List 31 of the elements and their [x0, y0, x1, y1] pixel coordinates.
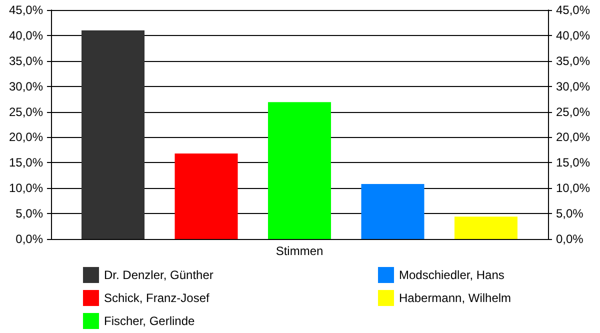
- text: 15,0%: [556, 156, 590, 170]
- y-tick-label: 40,0%: [8, 28, 44, 42]
- text: 35,0%: [556, 54, 590, 68]
- text: 10,0%: [556, 181, 590, 196]
- legend-label: Schick, Franz-Josef: [104, 291, 210, 305]
- text: 0,0%: [556, 232, 584, 246]
- bar: [361, 184, 424, 239]
- legend-label: Fischer, Gerlinde: [104, 314, 196, 328]
- y-tick-label: 45,0%: [8, 3, 44, 17]
- y-tick-label: 25,0%: [8, 104, 44, 119]
- legend-label: Habermann, Wilhelm: [399, 291, 512, 305]
- y-tick-label: 5,0%: [16, 206, 44, 221]
- legend-label: Dr. Denzler, Günther: [104, 268, 214, 282]
- text: 30,0%: [556, 79, 590, 94]
- bar: [174, 154, 238, 239]
- legend-label: Modschiedler, Hans: [399, 268, 504, 282]
- y-tick-label: 15,0%: [8, 156, 44, 170]
- x-tick-label: Stimmen: [276, 244, 324, 258]
- y-tick-label: 30,0%: [8, 79, 44, 94]
- y-tick-label: 35,0%: [8, 54, 44, 68]
- y-tick-label: 10,0%: [8, 181, 44, 196]
- text: 5,0%: [556, 206, 584, 221]
- bar: [82, 30, 145, 239]
- text: 40,0%: [556, 28, 590, 42]
- bar: [268, 102, 331, 239]
- y-tick-label: 20,0%: [8, 130, 44, 144]
- bar: [454, 216, 518, 239]
- text: 25,0%: [556, 104, 590, 119]
- y-tick-label: 0,0%: [16, 232, 44, 246]
- text: 20,0%: [556, 130, 590, 144]
- text: 45,0%: [556, 3, 590, 17]
